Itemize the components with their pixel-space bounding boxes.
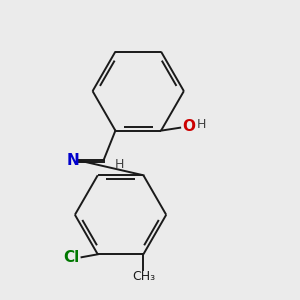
Text: CH₃: CH₃	[132, 270, 155, 283]
Text: H: H	[197, 118, 206, 131]
Text: O: O	[182, 119, 196, 134]
Text: H: H	[115, 158, 124, 171]
Text: Cl: Cl	[63, 250, 80, 265]
Text: N: N	[66, 153, 79, 168]
